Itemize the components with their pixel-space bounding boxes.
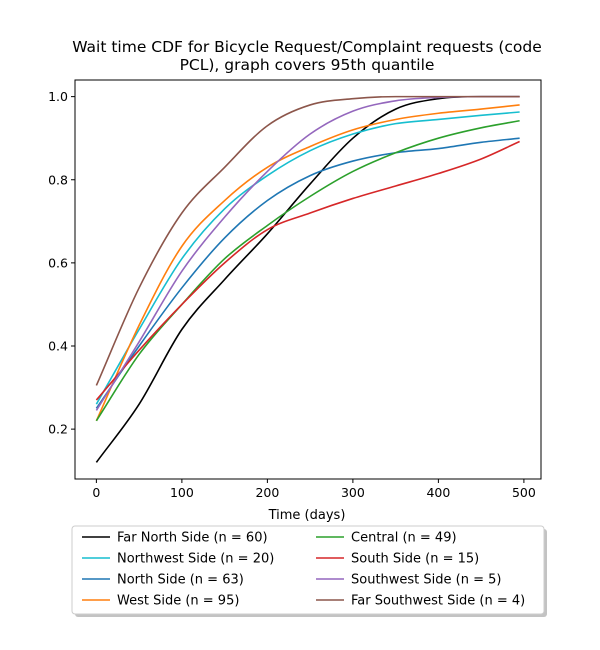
legend-label-6: South Side (n = 15) <box>351 552 479 567</box>
chart-title-line-1: Wait time CDF for Bicycle Request/Compla… <box>72 38 542 56</box>
legend-label-8: Far Southwest Side (n = 4) <box>351 594 525 609</box>
series-line-3 <box>95 137 520 409</box>
legend-items: Far North Side (n = 60) Northwest Side (n… <box>82 531 525 609</box>
legend-label-4: West Side (n = 95) <box>117 594 239 609</box>
series-line-7 <box>95 95 520 411</box>
series-line-4 <box>95 104 520 422</box>
legend-box <box>71 525 545 615</box>
x-axis-label: Time (days) <box>268 508 346 523</box>
legend-label-5: Central (n = 49) <box>351 531 457 546</box>
x-axis: 0 100 200 300 400 500 <box>92 479 536 500</box>
x-tick-label: 100 <box>170 485 194 500</box>
series-line-8 <box>95 95 520 386</box>
legend-label-7: Southwest Side (n = 5) <box>351 573 501 588</box>
series-line-2 <box>95 111 520 405</box>
x-tick-label: 200 <box>255 485 279 500</box>
x-tick-label: 0 <box>92 485 100 500</box>
legend-label-3: North Side (n = 63) <box>117 573 244 588</box>
series-layer <box>95 95 520 463</box>
x-tick-label: 500 <box>512 485 536 500</box>
legend: Far North Side (n = 60) Northwest Side (n… <box>71 525 547 617</box>
legend-label-2: Northwest Side (n = 20) <box>117 552 274 567</box>
y-axis: 0.2 0.4 0.6 0.8 1.0 <box>48 89 75 437</box>
y-tick-label: 0.8 <box>48 172 68 187</box>
series-line-6 <box>95 140 520 401</box>
plot-area-frame <box>74 79 542 480</box>
x-tick-label: 300 <box>341 485 365 500</box>
y-tick-label: 0.4 <box>48 339 68 354</box>
y-tick-label: 0.6 <box>48 255 68 270</box>
series-line-5 <box>95 119 520 422</box>
x-tick-label: 400 <box>426 485 450 500</box>
chart-title-line-2: PCL), graph covers 95th quantile <box>180 56 435 74</box>
y-tick-label: 1.0 <box>48 89 68 104</box>
y-tick-label: 0.2 <box>48 422 68 437</box>
legend-label-1: Far North Side (n = 60) <box>117 531 268 546</box>
